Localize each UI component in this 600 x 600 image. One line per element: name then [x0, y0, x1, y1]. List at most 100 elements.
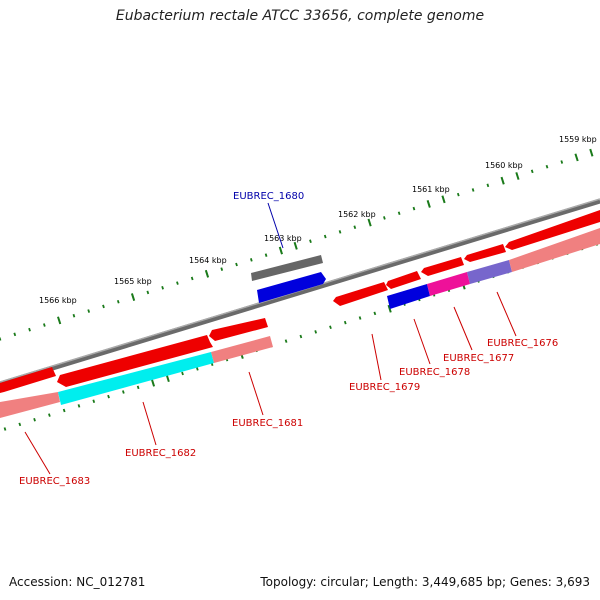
gene-label-1677[interactable]: EUBREC_1677	[443, 353, 514, 364]
upper-gene-row	[0, 210, 600, 393]
connector-1678	[413, 318, 431, 365]
outer-scale-minor-tick	[456, 192, 460, 197]
outer-scale-minor-tick	[87, 309, 91, 313]
outer-scale-major-tick	[130, 293, 136, 302]
inner-scale-minor-tick	[136, 385, 140, 390]
genome-backbone	[0, 198, 600, 387]
outer-scale-minor-tick	[72, 313, 76, 318]
outer-scale-minor-tick	[309, 239, 312, 244]
outer-scale-minor-tick	[116, 299, 120, 304]
outer-scale-minor-tick	[146, 290, 150, 295]
outer-scale-major-tick	[293, 241, 298, 250]
connector-1683	[24, 431, 51, 475]
gene-arrow-1676-upper[interactable]	[464, 244, 506, 262]
gene-arrow-1682-upper[interactable]	[57, 335, 213, 387]
outer-scale-minor-tick	[486, 183, 490, 188]
outer-scale-minor-tick	[471, 188, 475, 192]
gene-label-1680[interactable]: EUBREC_1680	[233, 191, 304, 202]
outer-scale-major-tick	[426, 200, 431, 208]
outer-scale-major-tick	[515, 172, 520, 180]
kbp-label-1566: 1566 kbp	[39, 296, 77, 305]
gene-bar-1682-lower[interactable]	[58, 352, 214, 405]
lower-gene-row	[0, 228, 600, 418]
gene-arrow-1681-upper[interactable]	[209, 318, 268, 341]
outer-scale-major-tick	[204, 269, 210, 278]
gene-arrow-1675-upper[interactable]	[505, 210, 600, 250]
connector-1682	[142, 401, 157, 446]
inner-scale-minor-tick	[77, 404, 81, 408]
kbp-label-1560: 1560 kbp	[485, 161, 523, 170]
gene-bar-1680-gray[interactable]	[251, 255, 323, 281]
outer-scale-major-tick	[367, 218, 372, 227]
outer-scale-minor-tick	[545, 164, 549, 169]
inner-scale-minor-tick	[18, 422, 22, 427]
gene-arrow-1678-upper[interactable]	[386, 271, 421, 289]
kbp-label-1559: 1559 kbp	[559, 135, 597, 144]
inner-scale-major-tick	[387, 304, 392, 313]
gene-arrow-1680-blue[interactable]	[257, 272, 326, 303]
outer-kbp-scale	[0, 148, 594, 341]
outer-scale-minor-tick	[530, 169, 534, 174]
gene-bar-1679-lower[interactable]	[387, 284, 430, 309]
connector-1677	[453, 306, 473, 351]
gene-label-1683[interactable]: EUBREC_1683	[19, 476, 90, 487]
outer-scale-minor-tick	[353, 225, 357, 230]
outer-scale-major-tick	[278, 246, 283, 255]
outer-scale-major-tick	[57, 316, 62, 325]
inner-scale-minor-tick	[195, 367, 199, 371]
inner-scale-minor-tick	[122, 390, 125, 394]
connector-1681	[248, 371, 264, 416]
inner-scale-major-tick	[150, 378, 156, 387]
accession-text: Accession: NC_012781	[9, 575, 146, 589]
gene-arrow-1677-upper[interactable]	[421, 257, 464, 276]
outer-scale-minor-tick	[338, 230, 342, 234]
inner-scale-minor-tick	[48, 413, 51, 417]
outer-scale-minor-tick	[102, 304, 105, 309]
kbp-label-1563: 1563 kbp	[264, 234, 302, 243]
inner-scale-minor-tick	[343, 320, 347, 325]
outer-scale-minor-tick	[264, 253, 268, 257]
inner-scale-minor-tick	[92, 399, 96, 404]
outer-scale-minor-tick	[412, 206, 416, 211]
inner-scale-minor-tick	[358, 316, 362, 320]
outer-scale-major-tick	[589, 148, 594, 157]
gene-bar-1681-lower[interactable]	[211, 336, 273, 363]
inner-scale-minor-tick	[181, 371, 184, 376]
inner-scale-minor-tick	[33, 417, 36, 422]
inner-scale-minor-tick	[3, 427, 7, 431]
outer-scale-minor-tick	[235, 262, 238, 267]
gene-label-1678[interactable]: EUBREC_1678	[399, 367, 470, 378]
outer-scale-minor-tick	[190, 276, 194, 281]
outer-scale-minor-tick	[323, 234, 327, 239]
inner-scale-minor-tick	[314, 330, 318, 334]
outer-scale-minor-tick	[560, 160, 564, 164]
gene-label-1681[interactable]: EUBREC_1681	[232, 418, 303, 429]
inner-scale-minor-tick	[284, 339, 288, 343]
outer-scale-minor-tick	[249, 258, 253, 262]
gene-label-1676[interactable]: EUBREC_1676	[487, 338, 558, 349]
gene-label-1679[interactable]: EUBREC_1679	[349, 382, 420, 393]
gene-label-1682[interactable]: EUBREC_1682	[125, 448, 196, 459]
outer-scale-minor-tick	[43, 323, 46, 327]
gene-bar-1683-lower[interactable]	[0, 392, 60, 418]
gene-bar-1676-lower[interactable]	[509, 228, 600, 272]
connector-1676	[496, 291, 517, 337]
kbp-label-1564: 1564 kbp	[189, 256, 227, 265]
inner-scale-minor-tick	[329, 325, 332, 330]
gene-arrow-1679-upper[interactable]	[333, 282, 388, 306]
genome-summary-text: Topology: circular; Length: 3,449,685 bp…	[260, 575, 590, 589]
gene-bar-1678-lower[interactable]	[427, 272, 470, 296]
connector-1680	[267, 202, 284, 249]
kbp-label-1561: 1561 kbp	[412, 185, 450, 194]
gene-arrow-1683-upper[interactable]	[0, 367, 56, 393]
connector-1679	[371, 333, 382, 381]
outer-scale-major-tick	[574, 153, 579, 162]
outer-scale-minor-tick	[383, 216, 386, 220]
outer-scale-minor-tick	[397, 211, 401, 216]
inner-scale-minor-tick	[107, 394, 110, 399]
map-title: Eubacterium rectale ATCC 33656, complete…	[115, 8, 485, 24]
gene-bar-1677-lower[interactable]	[467, 260, 512, 284]
inner-scale-minor-tick	[373, 311, 377, 316]
kbp-label-1562: 1562 kbp	[338, 210, 376, 219]
outer-scale-minor-tick	[161, 285, 164, 290]
